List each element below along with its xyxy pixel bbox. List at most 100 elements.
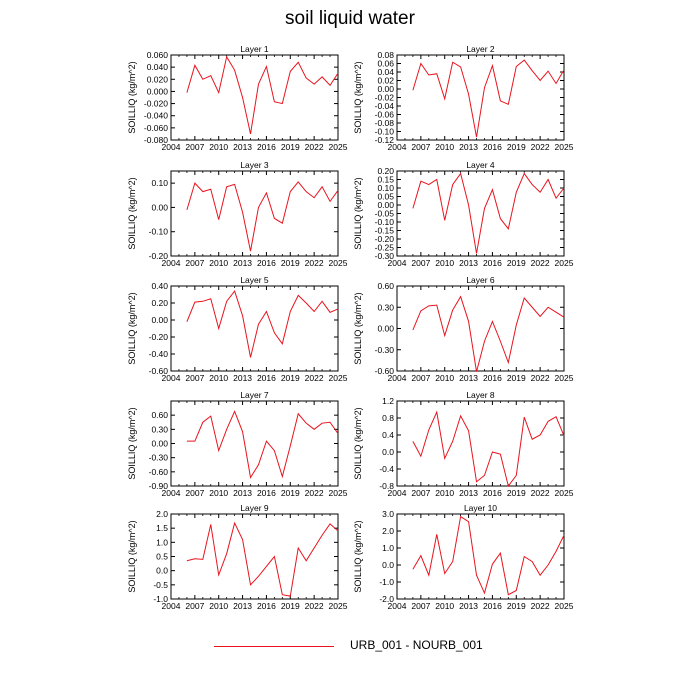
x-tick-label: 2019 [507,373,526,383]
series-line [186,521,339,597]
y-tick-label: 0.04 [377,67,394,77]
y-tick-label: 0.00 [377,200,394,210]
x-tick-label: 2004 [388,373,407,383]
x-tick-label: 2007 [185,488,204,498]
x-tick-label: 2013 [233,258,252,268]
x-tick-label: 2007 [411,258,430,268]
x-tick-label: 2013 [233,142,252,152]
y-tick-label: 0.00 [151,315,168,325]
y-tick-label: 0.0 [156,566,168,576]
x-tick-label: 2013 [459,488,478,498]
x-tick-label: 2013 [233,488,252,498]
panel-7: Layer 7 SOILLIQ (kg/m^2) 2004 2007 2010 2013 2… [127,390,348,498]
panel-frame [170,513,339,600]
x-tick-label: 2019 [281,142,300,152]
y-tick-label: 0.20 [377,166,394,176]
x-tick-label: 2022 [305,373,324,383]
y-tick-label: 0.05 [377,192,394,202]
y-tick-label: -0.20 [375,234,395,244]
panel-title: Layer 1 [240,44,269,54]
x-tick-label: 2007 [185,142,204,152]
y-axis-label: SOILLIQ (kg/m^2) [353,292,363,364]
panel-4: Layer 4 SOILLIQ (kg/m^2) 2004 2007 2010 2013 2… [353,160,574,268]
y-tick-label: 2.0 [382,526,394,536]
x-tick-label: 2013 [459,373,478,383]
y-tick-label: 0.060 [147,50,169,60]
y-tick-label: 0.00 [377,84,394,94]
y-axis-label: SOILLIQ (kg/m^2) [353,177,363,249]
x-tick-label: 2010 [435,601,454,611]
y-tick-label: 0.8 [382,413,394,423]
x-tick-label: 2004 [388,142,407,152]
x-tick-label: 2022 [305,488,324,498]
x-tick-label: 2016 [483,488,502,498]
panel-title: Layer 5 [240,275,269,285]
x-tick-label: 2019 [507,142,526,152]
x-tick-label: 2022 [305,258,324,268]
y-tick-label: 0.10 [377,183,394,193]
x-tick-label: 2019 [281,488,300,498]
x-tick-label: 2016 [257,601,276,611]
series-line [186,55,339,135]
x-tick-label: 2025 [329,258,348,268]
x-tick-label: 2025 [555,142,574,152]
panel-title: Layer 3 [240,160,269,170]
x-tick-label: 2010 [435,488,454,498]
y-tick-label: -0.020 [144,99,168,109]
y-tick-label: -1.0 [153,594,168,604]
y-tick-label: -0.20 [149,251,169,261]
x-tick-label: 2004 [162,601,181,611]
x-tick-label: 2022 [531,142,550,152]
x-tick-label: 2022 [531,373,550,383]
y-tick-label: 2.0 [156,509,168,519]
y-tick-label: 0.0 [382,560,394,570]
panel-1: Layer 1 SOILLIQ (kg/m^2) 2004 2007 2010 2013 2… [127,44,348,152]
y-tick-label: -2.0 [379,594,394,604]
y-tick-label: 0.00 [151,439,168,449]
y-axis-label: SOILLIQ (kg/m^2) [127,292,137,364]
series-line [412,59,565,138]
series-line [412,172,565,254]
x-tick-label: 2022 [531,601,550,611]
x-tick-label: 2025 [555,373,574,383]
y-tick-label: 0.00 [377,324,394,334]
y-axis-label: SOILLIQ (kg/m^2) [127,61,137,133]
y-tick-label: -0.5 [153,580,168,590]
panel-title: Layer 9 [240,503,269,513]
y-tick-label: -0.10 [149,227,169,237]
x-tick-label: 2013 [459,601,478,611]
y-axis-label: SOILLIQ (kg/m^2) [353,520,363,592]
x-tick-label: 2025 [329,373,348,383]
y-tick-label: 1.5 [156,523,168,533]
panel-title: Layer 10 [464,503,497,513]
series-line [412,295,565,372]
y-tick-label: -0.25 [375,243,395,253]
x-tick-label: 2007 [185,258,204,268]
y-tick-label: -0.040 [144,111,168,121]
x-tick-label: 2010 [435,258,454,268]
x-tick-label: 2025 [329,488,348,498]
y-tick-label: -0.15 [375,226,395,236]
panel-6: Layer 6 SOILLIQ (kg/m^2) 2004 2007 2010 2013 2… [353,275,574,383]
y-tick-label: -0.30 [149,453,169,463]
panel-3: Layer 3 SOILLIQ (kg/m^2) 2004 2007 2010 2013 2… [127,160,348,268]
panel-title: Layer 4 [466,160,495,170]
y-tick-label: -0.40 [149,349,169,359]
x-tick-label: 2016 [483,601,502,611]
y-tick-label: 0.06 [377,59,394,69]
y-tick-label: 0.00 [151,202,168,212]
x-tick-label: 2022 [531,488,550,498]
x-tick-label: 2025 [329,142,348,152]
y-axis-label: SOILLIQ (kg/m^2) [127,520,137,592]
y-tick-label: -0.05 [375,209,395,219]
legend-line-swatch [214,646,334,647]
y-tick-label: 0.40 [151,281,168,291]
y-tick-label: 1.0 [156,537,168,547]
x-tick-label: 2004 [162,142,181,152]
panel-frame [396,54,565,141]
x-tick-label: 2022 [305,142,324,152]
x-tick-label: 2010 [435,142,454,152]
y-tick-label: -0.02 [375,93,395,103]
y-tick-label: 0.4 [382,430,394,440]
